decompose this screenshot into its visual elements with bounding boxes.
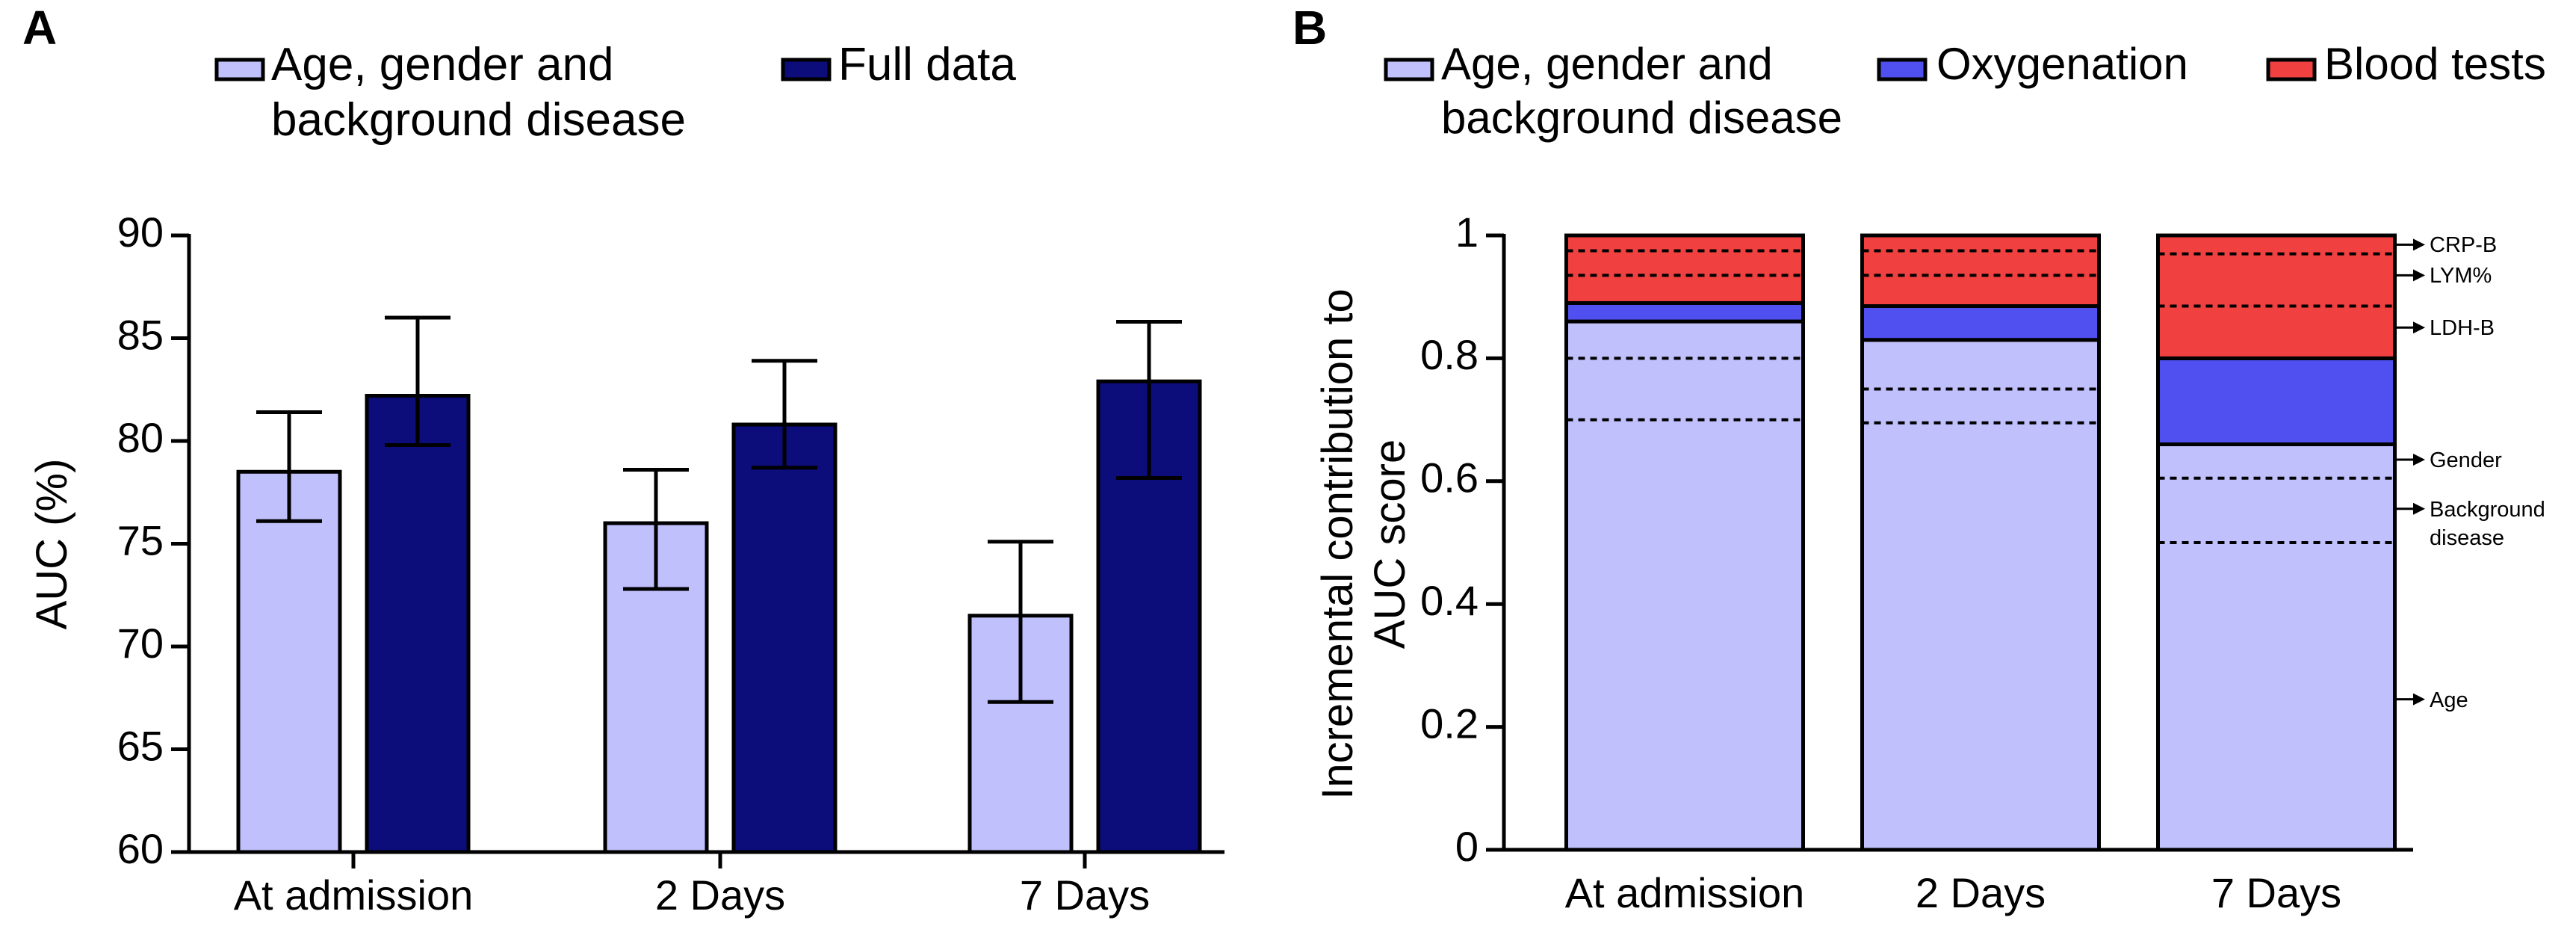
annotation-arrowhead: [2413, 269, 2425, 282]
legend-label: Age, gender and background disease: [271, 39, 686, 146]
legend-label: Blood tests: [2324, 39, 2546, 89]
y-axis-title: Incremental contribution to AUC score: [1313, 288, 1414, 800]
x-tick-label: At admission: [234, 871, 474, 919]
error-bar: [385, 315, 451, 447]
bar: [236, 469, 342, 854]
legend-label: Oxygenation: [1936, 39, 2188, 89]
panel-label: B: [1292, 1, 1327, 55]
y-axis-title: AUC (%): [28, 458, 77, 630]
legend-swatch: [781, 58, 832, 81]
x-tick-label: 7 Days: [1020, 871, 1150, 919]
annotation-arrowhead: [2413, 454, 2425, 466]
annotation-arrowhead: [2413, 693, 2425, 706]
bar-segment: [2156, 442, 2397, 852]
annotation-arrowhead: [2413, 502, 2425, 515]
annotation-arrowhead: [2413, 238, 2425, 251]
panel-label: A: [22, 1, 57, 55]
x-tick-label: 2 Days: [1916, 869, 2046, 916]
annotation: Gender: [2430, 448, 2502, 473]
bar-segment: [1860, 304, 2101, 342]
y-tick-label: 0.8: [1420, 331, 1479, 378]
y-tick-label: 75: [117, 516, 164, 564]
annotation: Age: [2430, 688, 2468, 712]
bar-segment: [1564, 319, 1805, 852]
legend-label: Full data: [838, 39, 1016, 90]
error-bar: [256, 410, 322, 523]
y-tick-label: 1: [1455, 209, 1479, 256]
error-bar: [752, 359, 817, 470]
bar-segment: [1860, 233, 2101, 309]
y-tick-label: 0: [1455, 823, 1479, 870]
y-tick-label: 90: [117, 209, 164, 256]
y-tick-label: 70: [117, 620, 164, 667]
bar-segment: [2156, 356, 2397, 446]
legend-swatch: [1877, 58, 1928, 81]
annotation-arrowhead: [2413, 321, 2425, 334]
annotation: Background disease: [2430, 497, 2545, 550]
bar: [731, 422, 837, 854]
x-tick-label: At admission: [1565, 869, 1805, 916]
legend-swatch: [214, 58, 265, 81]
error-bar: [988, 540, 1053, 704]
y-tick-label: 85: [117, 311, 164, 358]
bar-segment: [2156, 233, 2397, 360]
error-bar: [623, 468, 689, 591]
y-tick-label: 0.2: [1420, 700, 1479, 747]
x-tick-label: 7 Days: [2211, 869, 2341, 916]
y-tick-label: 65: [117, 722, 164, 769]
y-tick-label: 0.4: [1420, 577, 1479, 624]
y-tick-label: 60: [117, 825, 164, 872]
annotation: LDH-B: [2430, 316, 2495, 341]
bar: [365, 394, 471, 854]
annotation: CRP-B: [2430, 233, 2498, 258]
error-bar: [1116, 320, 1182, 480]
annotation: LYM%: [2430, 264, 2492, 288]
bar-segment: [1860, 338, 2101, 852]
x-tick-label: 2 Days: [655, 871, 785, 919]
bar-segment: [1564, 233, 1805, 305]
bar-segment: [1564, 300, 1805, 324]
legend-swatch: [1384, 58, 1434, 81]
legend-label: Age, gender and background disease: [1441, 39, 1843, 143]
y-tick-label: 0.6: [1420, 454, 1479, 502]
y-tick-label: 80: [117, 414, 164, 461]
legend-swatch: [2266, 58, 2317, 81]
